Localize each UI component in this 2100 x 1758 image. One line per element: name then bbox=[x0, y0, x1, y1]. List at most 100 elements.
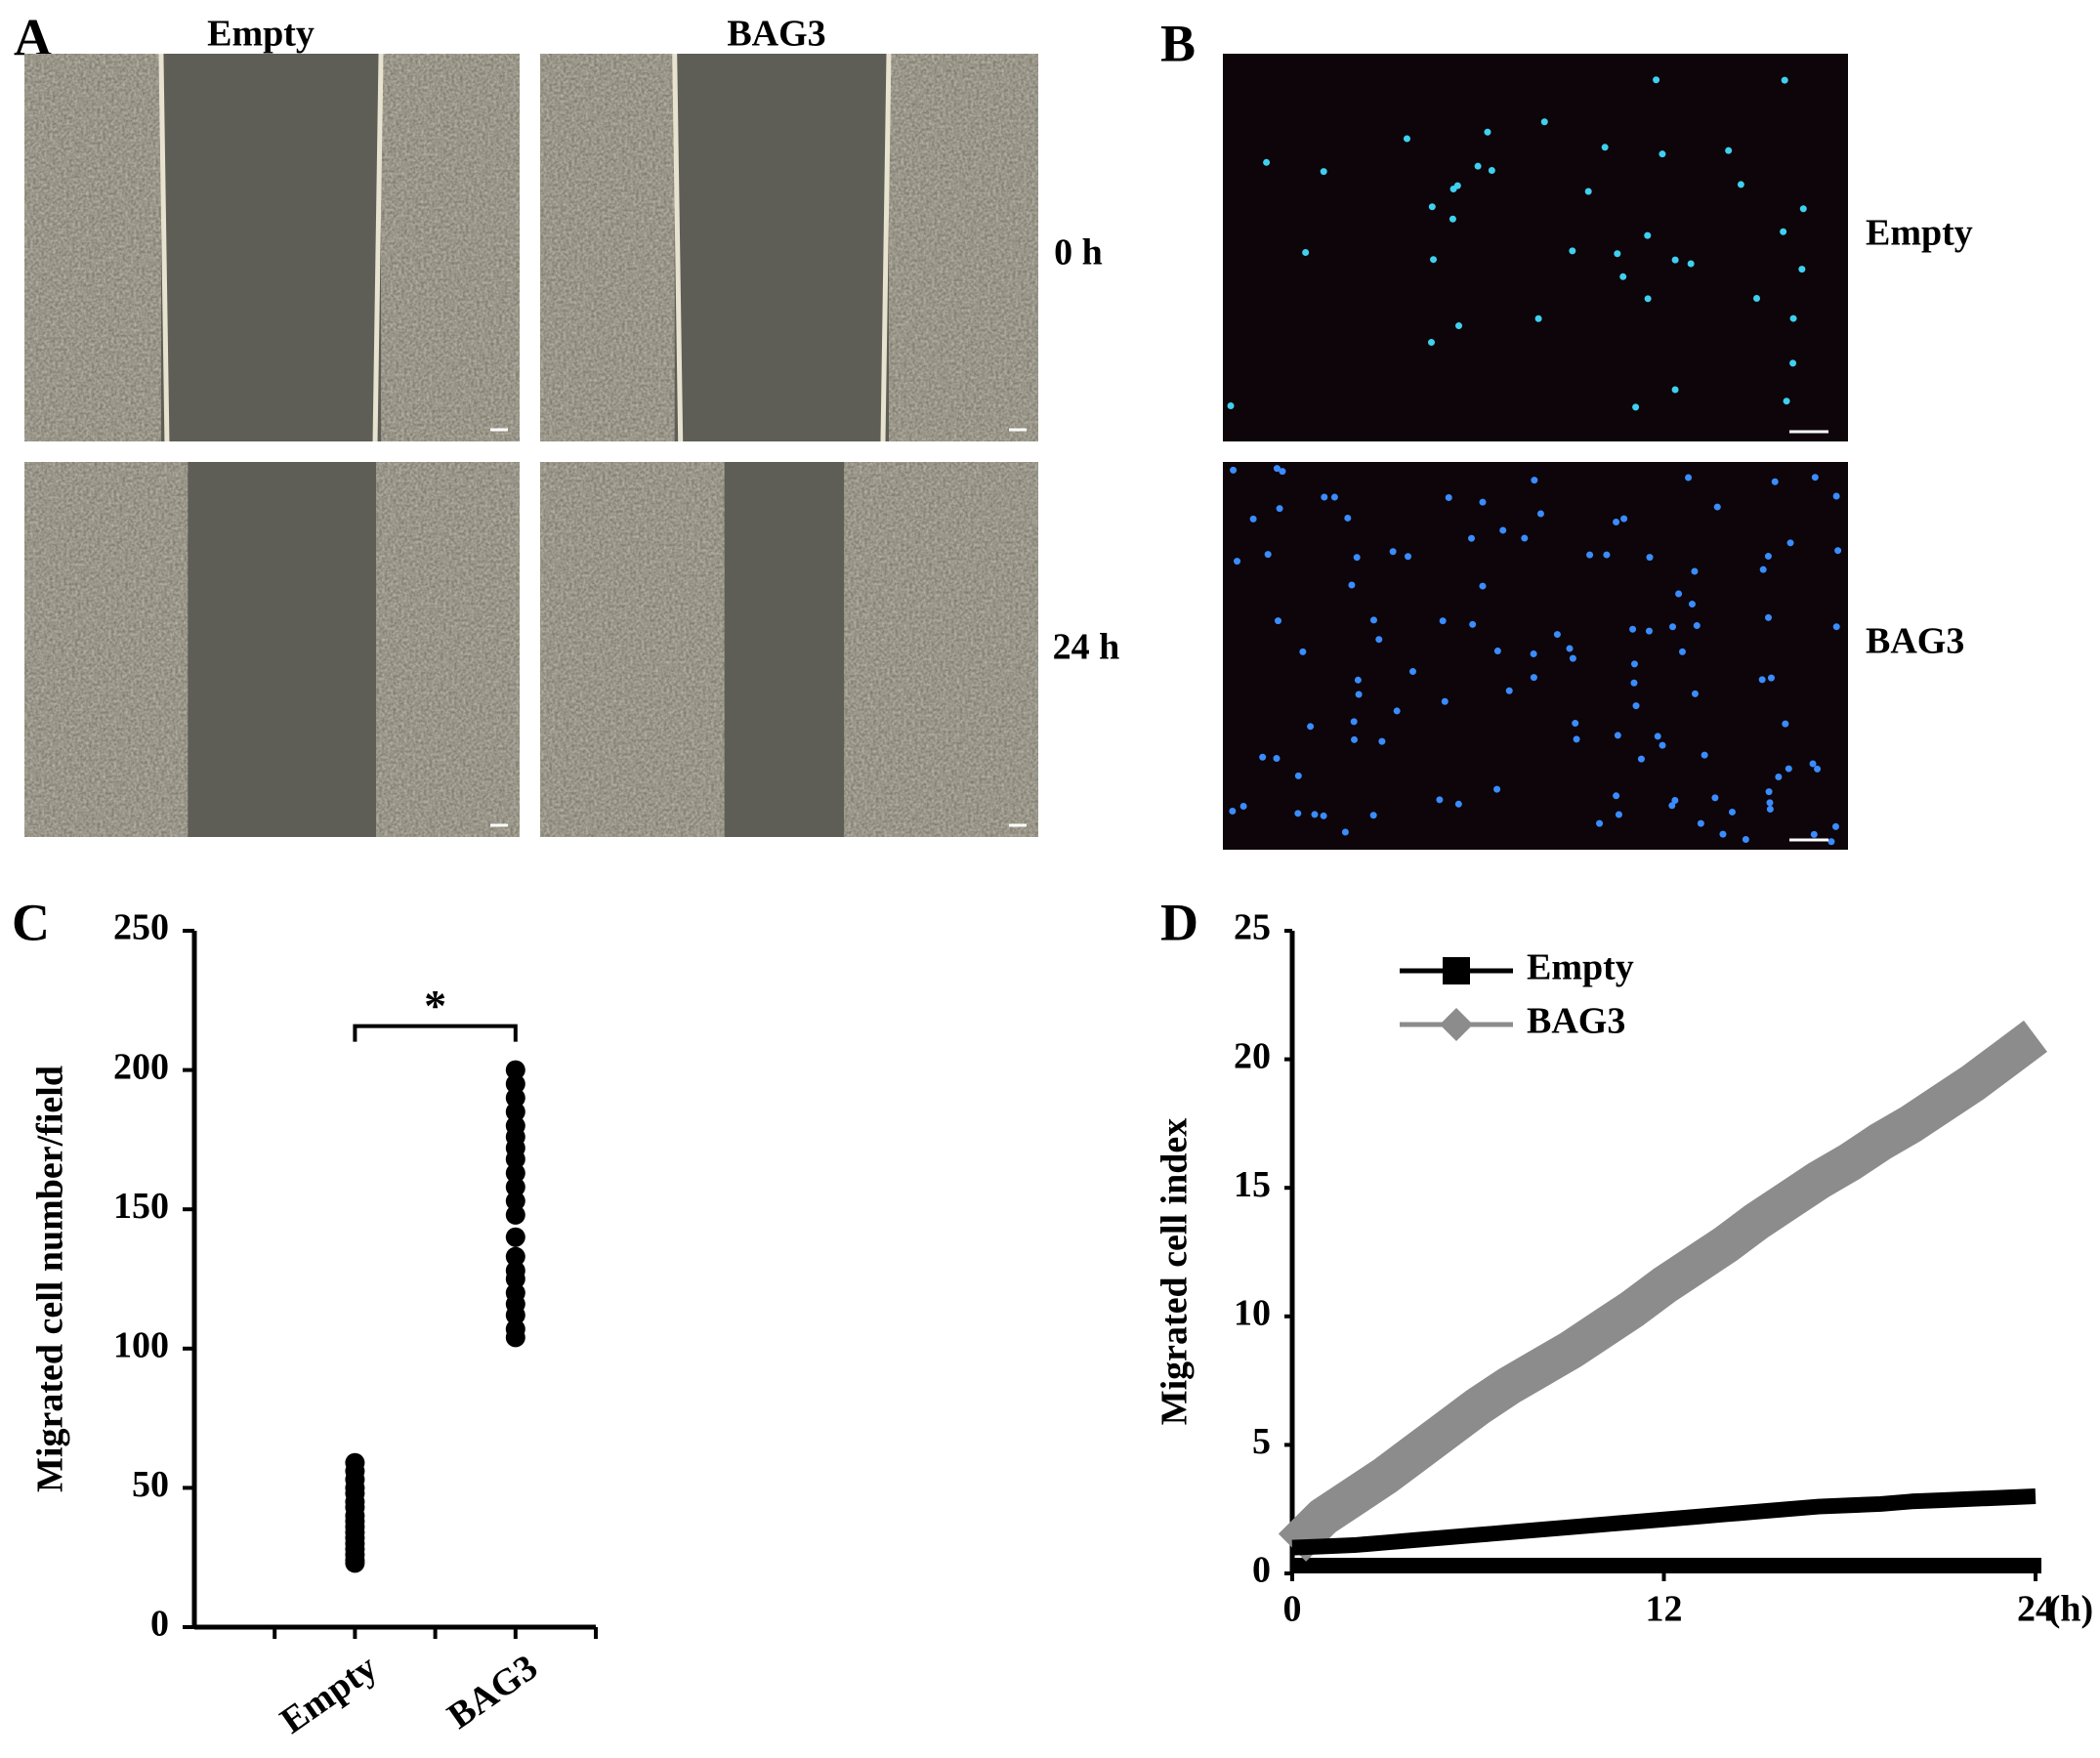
nucleus bbox=[1355, 691, 1363, 698]
nucleus bbox=[1474, 162, 1482, 170]
nucleus bbox=[1758, 676, 1766, 684]
nucleus bbox=[1630, 660, 1638, 668]
nucleus bbox=[1614, 250, 1621, 258]
nucleus bbox=[1831, 822, 1839, 830]
y-tick-label: 250 bbox=[113, 907, 169, 948]
nucleus bbox=[1603, 551, 1611, 559]
nucleus bbox=[1311, 811, 1319, 818]
nucleus bbox=[1436, 796, 1444, 804]
nucleus bbox=[1479, 582, 1487, 590]
nucleus bbox=[1344, 514, 1352, 522]
nucleus bbox=[1488, 167, 1495, 175]
wound-gap bbox=[160, 54, 382, 441]
nucleus bbox=[1455, 322, 1463, 330]
nucleus bbox=[1614, 732, 1621, 739]
nucleus bbox=[1775, 773, 1783, 780]
nucleus bbox=[1493, 648, 1501, 655]
nucleus bbox=[1783, 398, 1790, 405]
nucleus bbox=[1321, 493, 1328, 501]
wound-gap bbox=[724, 462, 845, 837]
nucleus bbox=[1351, 735, 1359, 743]
nucleus bbox=[1493, 785, 1501, 793]
nucleus bbox=[1531, 477, 1538, 484]
nucleus bbox=[1439, 617, 1447, 625]
nucleus bbox=[1540, 118, 1548, 126]
nucleus bbox=[1264, 551, 1272, 559]
data-point bbox=[345, 1553, 365, 1573]
nucleus bbox=[1275, 617, 1282, 625]
nucleus bbox=[1737, 181, 1744, 188]
nucleus bbox=[1320, 812, 1327, 819]
nucleus bbox=[1832, 623, 1840, 631]
data-line bbox=[1278, 1020, 2047, 1562]
nucleus bbox=[1427, 339, 1435, 347]
data-point bbox=[505, 1246, 525, 1267]
panel-label: C bbox=[12, 893, 50, 951]
nucleus bbox=[1234, 558, 1241, 565]
nucleus bbox=[1596, 819, 1604, 827]
wound-gap bbox=[674, 54, 889, 441]
data-point bbox=[505, 1102, 525, 1122]
nucleus bbox=[1766, 805, 1774, 813]
nucleus bbox=[1353, 554, 1361, 562]
nucleus bbox=[1569, 247, 1576, 255]
nucleus bbox=[1393, 707, 1401, 715]
data-line bbox=[1291, 1488, 2037, 1556]
nucleus bbox=[1613, 519, 1620, 526]
nucleus bbox=[1430, 256, 1438, 264]
nucleus bbox=[1320, 168, 1327, 176]
nucleus bbox=[1814, 765, 1822, 773]
nucleus bbox=[1273, 755, 1281, 763]
significance-bracket bbox=[353, 1024, 518, 1042]
nucleus bbox=[1378, 737, 1386, 745]
nucleus bbox=[1764, 553, 1772, 561]
y-tick-label: 150 bbox=[113, 1186, 169, 1227]
nucleus bbox=[1499, 526, 1507, 534]
nucleus bbox=[1644, 295, 1652, 303]
nucleus bbox=[1620, 515, 1628, 523]
nucleus bbox=[1832, 492, 1840, 500]
nucleus bbox=[1230, 466, 1238, 474]
y-tick-label: 50 bbox=[132, 1464, 169, 1505]
nucleus bbox=[1659, 150, 1666, 158]
data-point bbox=[505, 1073, 525, 1094]
nucleus bbox=[1449, 185, 1457, 192]
nucleus bbox=[1249, 515, 1257, 523]
nucleus bbox=[1691, 690, 1699, 697]
nucleus bbox=[1601, 144, 1609, 151]
nucleus bbox=[1646, 554, 1654, 562]
nucleus bbox=[1669, 623, 1677, 631]
nucleus bbox=[1653, 76, 1660, 84]
nucleus bbox=[1572, 720, 1579, 728]
nucleus bbox=[1299, 648, 1307, 655]
nucleus bbox=[1573, 735, 1580, 743]
nucleus bbox=[1330, 493, 1338, 501]
nucleus bbox=[1307, 723, 1315, 731]
nucleus bbox=[1348, 581, 1356, 589]
row-label: 0 h bbox=[1054, 232, 1103, 273]
x-tick-label: 0 bbox=[1283, 1589, 1302, 1630]
nucleus bbox=[1685, 474, 1693, 481]
nucleus bbox=[1671, 797, 1679, 805]
nucleus bbox=[1742, 835, 1749, 843]
nucleus bbox=[1375, 636, 1383, 644]
nucleus bbox=[1834, 547, 1842, 555]
nucleus bbox=[1713, 503, 1721, 511]
nucleus bbox=[1645, 627, 1653, 635]
nucleus bbox=[1675, 590, 1683, 598]
nucleus bbox=[1479, 498, 1487, 506]
nucleus bbox=[1678, 648, 1686, 655]
nucleus bbox=[1341, 828, 1349, 836]
nucleus bbox=[1530, 674, 1537, 682]
legend-marker bbox=[1440, 1008, 1473, 1041]
nucleus bbox=[1785, 765, 1792, 773]
nucleus bbox=[1613, 792, 1620, 800]
y-tick-label: 20 bbox=[1234, 1035, 1271, 1076]
wound-edge bbox=[158, 53, 170, 442]
row-label: BAG3 bbox=[1866, 621, 1964, 662]
nucleus bbox=[1468, 534, 1476, 542]
nucleus bbox=[1369, 616, 1377, 624]
nucleus bbox=[1239, 803, 1247, 811]
data-point bbox=[505, 1163, 525, 1184]
nucleus bbox=[1630, 679, 1638, 687]
